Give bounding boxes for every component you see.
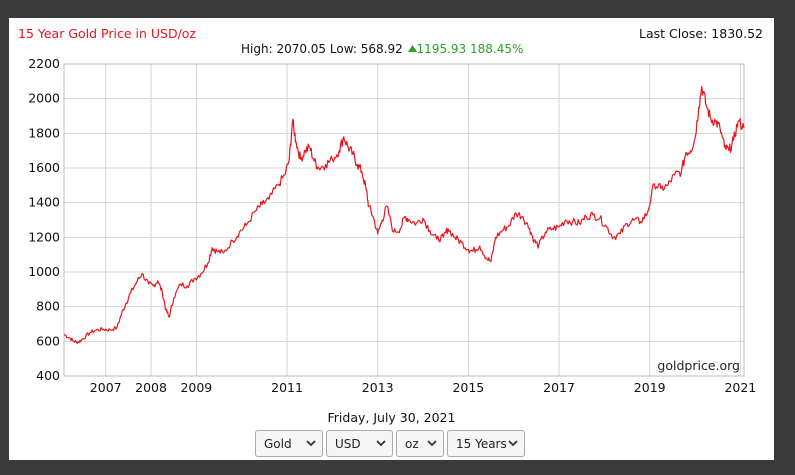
x-tick-label: 2013 [362,380,394,395]
triangle-up-icon [407,45,417,52]
x-tick-label: 2008 [135,380,167,395]
plot-border [63,63,745,377]
unit-select[interactable]: oz [396,430,444,457]
y-tick-label: 800 [36,299,60,314]
y-tick-label: 1600 [28,160,60,175]
x-tick-label: 2017 [543,380,575,395]
y-tick-label: 1000 [28,264,60,279]
chevron-down-icon [508,440,518,447]
low-value: Low: 568.92 [329,42,403,56]
chart-title: 15 Year Gold Price in USD/oz [18,26,196,41]
x-tick-label: 2009 [180,380,212,395]
high-value: High: 2070.05 [241,42,327,56]
y-tick-label: 1400 [28,195,60,210]
y-tick-label: 2200 [28,56,60,71]
chevron-down-icon [376,440,386,447]
chevron-down-icon [427,440,437,447]
x-tick-label: 2011 [271,380,303,395]
metal-select[interactable]: Gold [255,430,323,457]
x-tick-label: 2021 [724,380,756,395]
x-tick-label: 2019 [634,380,666,395]
y-tick-label: 1200 [28,229,60,244]
watermark: goldprice.org [657,358,740,373]
metal-select-value: Gold [264,436,292,451]
change-value: 1195.93 188.45% [407,42,524,56]
y-tick-label: 1800 [28,125,60,140]
price-chart: 400 600 800 1000 1200 1400 1600 1800 2000 2200 200… [28,56,756,395]
y-tick-label: 600 [36,333,60,348]
chart-panel: 400 600 800 1000 1200 1400 1600 1800 2000 2200 200… [9,18,774,460]
x-tick-label: 2015 [452,380,484,395]
chevron-down-icon [306,440,316,447]
x-tick-label: 2007 [90,380,122,395]
price-series-line [63,85,745,344]
price-stats: High: 2070.05 Low: 568.92 1195.93 188.45… [241,42,523,56]
change-text: 1195.93 188.45% [416,42,524,56]
chart-date: Friday, July 30, 2021 [327,410,456,425]
range-select[interactable]: 15 Years [447,430,525,457]
y-tick-label: 2000 [28,91,60,106]
currency-select-value: USD [335,436,361,451]
last-close-label: Last Close: 1830.52 [639,26,763,41]
y-tick-label: 400 [36,368,60,383]
range-select-value: 15 Years [456,436,507,451]
unit-select-value: oz [405,436,419,451]
currency-select[interactable]: USD [326,430,393,457]
